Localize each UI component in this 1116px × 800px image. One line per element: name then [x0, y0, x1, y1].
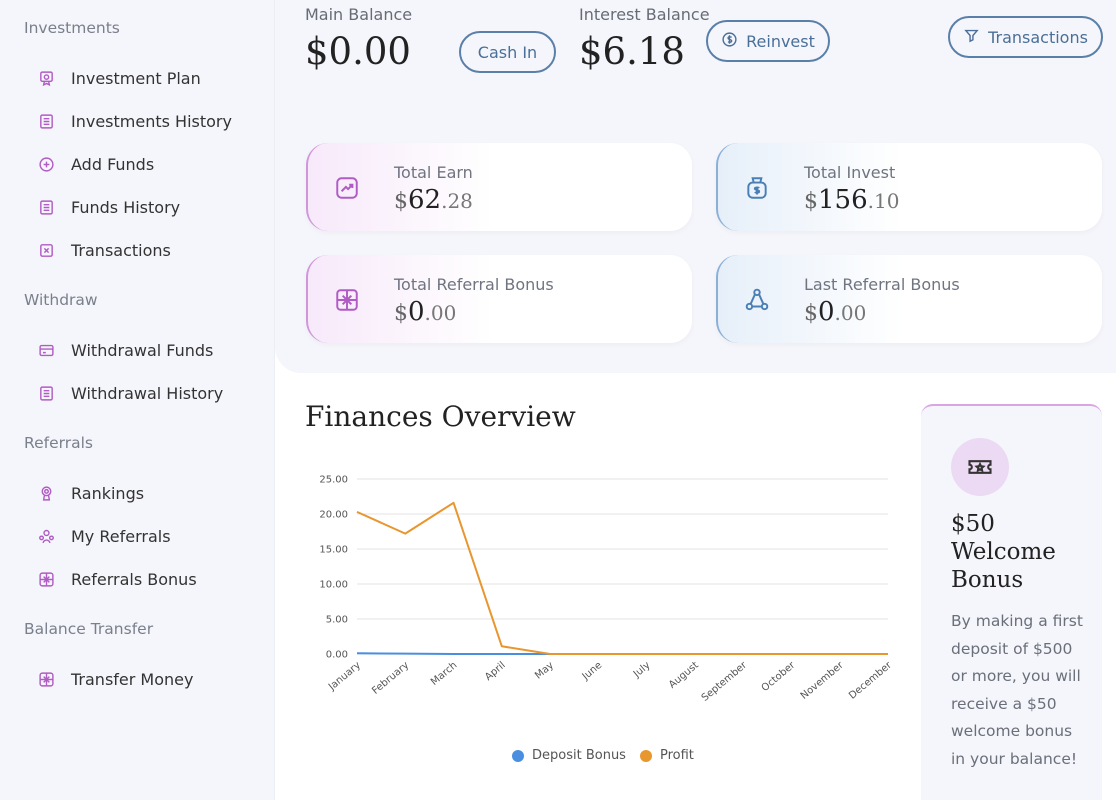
main-balance-value: $0.00	[305, 30, 411, 73]
sidebar-item-my-referrals[interactable]: My Referrals	[38, 527, 171, 546]
transactions-label: Transactions	[988, 27, 1088, 47]
sidebar-item-label: My Referrals	[71, 527, 171, 546]
last-referral-bonus-value: $0.00	[804, 297, 867, 327]
legend-dot	[639, 749, 652, 762]
money-bag-icon	[744, 175, 770, 201]
total-earn-card: Total Earn $62.28	[306, 143, 692, 231]
x-tick-label: June	[580, 660, 605, 683]
total-invest-label: Total Invest	[804, 163, 896, 182]
x-tick-label: November	[799, 659, 847, 701]
list-icon	[38, 199, 55, 216]
trophy-icon	[38, 485, 55, 502]
list-icon	[38, 113, 55, 130]
x-tick-label: May	[533, 660, 556, 682]
gift-icon	[38, 571, 55, 588]
y-tick-label: 15.00	[319, 545, 348, 556]
sidebar-item-label: Referrals Bonus	[71, 570, 197, 589]
x-tick-label: September	[700, 659, 750, 704]
sidebar-item-add-funds[interactable]: Add Funds	[38, 155, 154, 174]
sidebar-item-label: Transfer Money	[71, 670, 194, 689]
gift-icon	[334, 287, 360, 313]
legend-item-deposit-bonus[interactable]: Deposit Bonus	[512, 748, 626, 763]
sidebar-item-label: Add Funds	[71, 155, 155, 174]
sidebar-item-label: Investment Plan	[71, 69, 201, 88]
x-tick-label: April	[483, 660, 508, 683]
x-tick-label: March	[429, 660, 459, 688]
sidebar-item-funds-history[interactable]: Funds History	[38, 198, 180, 217]
total-earn-label: Total Earn	[394, 163, 473, 182]
filter-icon	[963, 27, 980, 48]
interest-balance-value: $6.18	[579, 30, 685, 73]
sidebar: Investments Investment Plan Investments …	[0, 0, 275, 800]
y-tick-label: 0.00	[326, 650, 348, 661]
trending-up-icon	[334, 175, 360, 201]
gift-icon	[38, 671, 55, 688]
cash-in-button[interactable]: Cash In	[459, 31, 556, 73]
reinvest-button[interactable]: Reinvest	[706, 20, 830, 62]
x-tick-label: October	[760, 659, 798, 694]
cash-in-label: Cash In	[477, 42, 538, 62]
sidebar-section-withdraw: Withdraw	[24, 291, 98, 309]
legend-item-profit[interactable]: Profit	[639, 748, 694, 763]
total-referral-bonus-card: Total Referral Bonus $0.00	[306, 255, 692, 343]
certificate-icon	[38, 70, 55, 87]
sidebar-item-label: Rankings	[71, 484, 145, 503]
sidebar-section-balance-transfer: Balance Transfer	[24, 620, 154, 638]
sidebar-item-rankings[interactable]: Rankings	[38, 484, 144, 503]
x-tick-label: August	[667, 660, 701, 691]
chart-legend: Deposit Bonus Profit	[512, 748, 694, 763]
total-earn-value: $62.28	[394, 185, 473, 215]
interest-balance-label: Interest Balance	[579, 5, 710, 24]
legend-label: Profit	[659, 748, 694, 763]
sidebar-section-investments: Investments	[24, 19, 120, 37]
x-tick-label: January	[326, 660, 363, 693]
x-tick-label: February	[370, 660, 411, 697]
y-tick-label: 5.00	[326, 615, 348, 626]
sidebar-item-transfer-money[interactable]: Transfer Money	[38, 670, 193, 689]
series-line-profit	[356, 501, 888, 655]
sidebar-item-referrals-bonus[interactable]: Referrals Bonus	[38, 570, 197, 589]
legend-dot	[512, 749, 524, 762]
x-tick-label: July	[631, 660, 653, 681]
transactions-button[interactable]: Transactions	[948, 16, 1103, 58]
legend-label: Deposit Bonus	[532, 748, 626, 763]
total-invest-card: Total Invest $156.10	[716, 143, 1102, 231]
welcome-bonus-card: $50 Welcome Bonus By making a first depo…	[921, 404, 1102, 800]
sidebar-item-investment-plan[interactable]: Investment Plan	[38, 69, 201, 88]
main-balance-label: Main Balance	[305, 5, 413, 24]
sidebar-item-label: Withdrawal History	[71, 384, 224, 403]
x-square-icon	[38, 242, 55, 259]
sidebar-item-investments-history[interactable]: Investments History	[38, 112, 232, 131]
sidebar-item-withdrawal-funds[interactable]: Withdrawal Funds	[38, 341, 213, 360]
y-tick-label: 20.00	[319, 510, 348, 521]
sidebar-item-label: Transactions	[71, 241, 171, 260]
welcome-bonus-title: $50 Welcome Bonus	[951, 511, 1056, 593]
list-icon	[38, 385, 55, 402]
users-icon	[38, 528, 55, 545]
sidebar-item-label: Withdrawal Funds	[71, 341, 214, 360]
sidebar-section-referrals: Referrals	[24, 434, 93, 452]
finances-overview-title: Finances Overview	[305, 400, 576, 433]
last-referral-bonus-card: Last Referral Bonus $0.00	[716, 255, 1102, 343]
y-tick-label: 10.00	[319, 580, 348, 591]
plus-circle-icon	[38, 156, 55, 173]
total-referral-bonus-label: Total Referral Bonus	[394, 275, 554, 294]
reinvest-label: Reinvest	[746, 31, 815, 51]
sidebar-item-withdrawal-history[interactable]: Withdrawal History	[38, 384, 223, 403]
card-icon	[38, 342, 55, 359]
total-invest-value: $156.10	[804, 185, 900, 215]
y-tick-label: 25.00	[319, 475, 348, 486]
dollar-circle-icon	[721, 31, 738, 52]
network-icon	[744, 287, 770, 313]
welcome-bonus-text: By making a first deposit of $500 or mor…	[951, 612, 1083, 768]
sidebar-item-label: Funds History	[71, 198, 181, 217]
x-tick-label: December	[847, 659, 894, 701]
last-referral-bonus-label: Last Referral Bonus	[804, 275, 960, 294]
sidebar-item-label: Investments History	[71, 112, 232, 131]
total-referral-bonus-value: $0.00	[394, 297, 457, 327]
sidebar-item-transactions[interactable]: Transactions	[38, 241, 171, 260]
ticket-icon	[951, 438, 1009, 496]
